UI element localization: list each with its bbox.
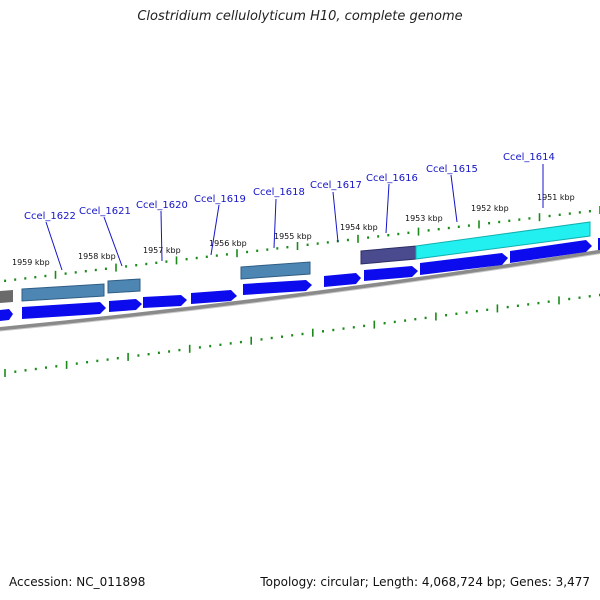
kbp-label: 1954 kbp — [340, 223, 378, 232]
cds-arrow[interactable] — [510, 240, 592, 263]
feature-track — [0, 221, 591, 303]
feature-ccel-1614-1615[interactable] — [415, 221, 591, 260]
cds-arrow[interactable] — [364, 266, 418, 281]
kbp-label: 1958 kbp — [78, 252, 116, 261]
map-title: Clostridium cellulolyticum H10, complete… — [137, 9, 463, 24]
cds-track — [0, 238, 600, 321]
feature-ccel-1618[interactable] — [240, 261, 311, 280]
cds-arrow[interactable] — [109, 299, 142, 312]
leader-line — [273, 198, 277, 249]
feature-ccel-1616[interactable] — [360, 245, 417, 265]
gene-label-ccel-1616[interactable]: Ccel_1616 — [366, 173, 418, 184]
feature-gray[interactable] — [0, 290, 13, 303]
kbp-label: 1953 kbp — [405, 214, 443, 223]
leader-line — [103, 216, 123, 267]
leader-line — [385, 183, 390, 234]
feature-ccel-1622[interactable] — [21, 283, 105, 302]
gene-label-group: Ccel_1614 Ccel_1615 Ccel_1616 Ccel_1617 … — [24, 152, 555, 271]
gene-label-ccel-1617[interactable]: Ccel_1617 — [310, 180, 362, 191]
kbp-label: 1952 kbp — [471, 204, 509, 213]
gene-label-ccel-1618[interactable]: Ccel_1618 — [253, 187, 305, 198]
leader-line — [332, 191, 339, 243]
genome-backbone — [0, 249, 600, 332]
leader-line — [45, 221, 63, 271]
gene-label-ccel-1620[interactable]: Ccel_1620 — [136, 200, 188, 211]
cds-arrow[interactable] — [191, 290, 237, 304]
genome-summary: Topology: circular; Length: 4,068,724 bp… — [260, 575, 590, 589]
cds-arrow[interactable] — [420, 253, 508, 275]
feature-ccel-1621[interactable] — [107, 278, 141, 294]
gene-label-ccel-1619[interactable]: Ccel_1619 — [194, 194, 246, 205]
kbp-label: 1959 kbp — [12, 258, 50, 267]
gene-label-ccel-1615[interactable]: Ccel_1615 — [426, 164, 478, 175]
accession-label: Accession: NC_011898 — [9, 575, 146, 589]
kbp-label: 1951 kbp — [537, 193, 575, 202]
genome-backbone-shadow — [0, 253, 600, 332]
lower-tick-track — [4, 293, 600, 377]
leader-line — [210, 204, 220, 256]
kbp-label: 1955 kbp — [274, 232, 312, 241]
leader-line — [450, 174, 458, 223]
leader-line — [160, 210, 163, 262]
kbp-label: 1956 kbp — [209, 239, 247, 248]
gene-label-ccel-1614[interactable]: Ccel_1614 — [503, 152, 555, 163]
upper-tick-track — [4, 206, 600, 282]
gene-label-ccel-1621[interactable]: Ccel_1621 — [79, 206, 131, 217]
cds-arrow[interactable] — [324, 273, 361, 287]
cds-arrow[interactable] — [22, 302, 106, 319]
cds-arrow[interactable] — [243, 280, 312, 295]
cds-arrow[interactable] — [143, 295, 187, 308]
cds-arrow[interactable] — [0, 309, 13, 321]
gene-label-ccel-1622[interactable]: Ccel_1622 — [24, 211, 76, 222]
